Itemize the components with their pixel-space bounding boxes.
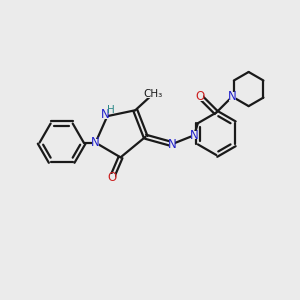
Text: CH₃: CH₃: [143, 89, 163, 99]
FancyBboxPatch shape: [108, 174, 115, 182]
Text: N: N: [100, 108, 109, 121]
FancyBboxPatch shape: [102, 110, 108, 119]
FancyBboxPatch shape: [146, 90, 160, 98]
FancyBboxPatch shape: [169, 140, 176, 148]
Text: N: N: [91, 136, 100, 149]
Text: N: N: [190, 129, 199, 142]
Text: O: O: [195, 90, 205, 103]
Text: O: O: [107, 172, 116, 184]
FancyBboxPatch shape: [197, 92, 203, 101]
Text: N: N: [228, 90, 237, 103]
FancyBboxPatch shape: [92, 139, 99, 147]
FancyBboxPatch shape: [191, 131, 198, 140]
FancyBboxPatch shape: [229, 92, 236, 101]
Text: H: H: [107, 105, 115, 115]
Text: N: N: [168, 138, 176, 151]
